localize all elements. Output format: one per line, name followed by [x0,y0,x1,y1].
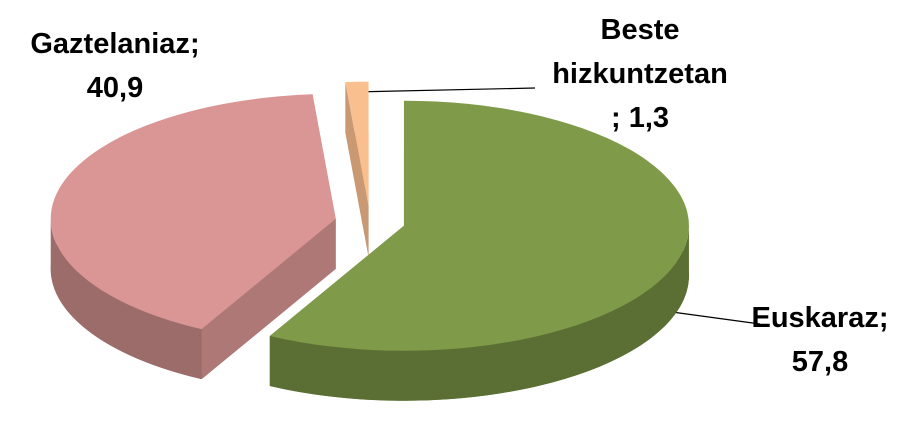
data-label: Beste hizkuntzetan; 1,3 [530,8,750,140]
slice-top [345,81,369,207]
value-label: 40,9 [86,72,144,104]
slice-outer-wall [269,225,689,401]
leader-line [351,87,536,93]
data-label: Gaztelaniaz; 40,9 [5,22,225,110]
category-name: Euskaraz [751,302,879,334]
slice-radial-wall [345,82,369,257]
slice-outer-wall [50,218,202,380]
category-name: Gaztelaniaz [30,28,190,60]
value-label: 57,8 [791,346,849,378]
data-label: Euskaraz; 57,8 [745,296,895,384]
label-separator: ; [189,28,200,60]
slice [345,81,369,257]
slice [50,94,336,380]
label-separator: ; [878,302,889,334]
slice-top [50,94,336,330]
slice [269,100,689,401]
slice-top [269,100,689,351]
category-name: Beste hizkuntzetan [552,14,728,90]
leader-line [671,311,761,325]
label-separator: ; [610,102,621,134]
slice-radial-wall [201,218,336,380]
value-label: 1,3 [628,102,670,134]
